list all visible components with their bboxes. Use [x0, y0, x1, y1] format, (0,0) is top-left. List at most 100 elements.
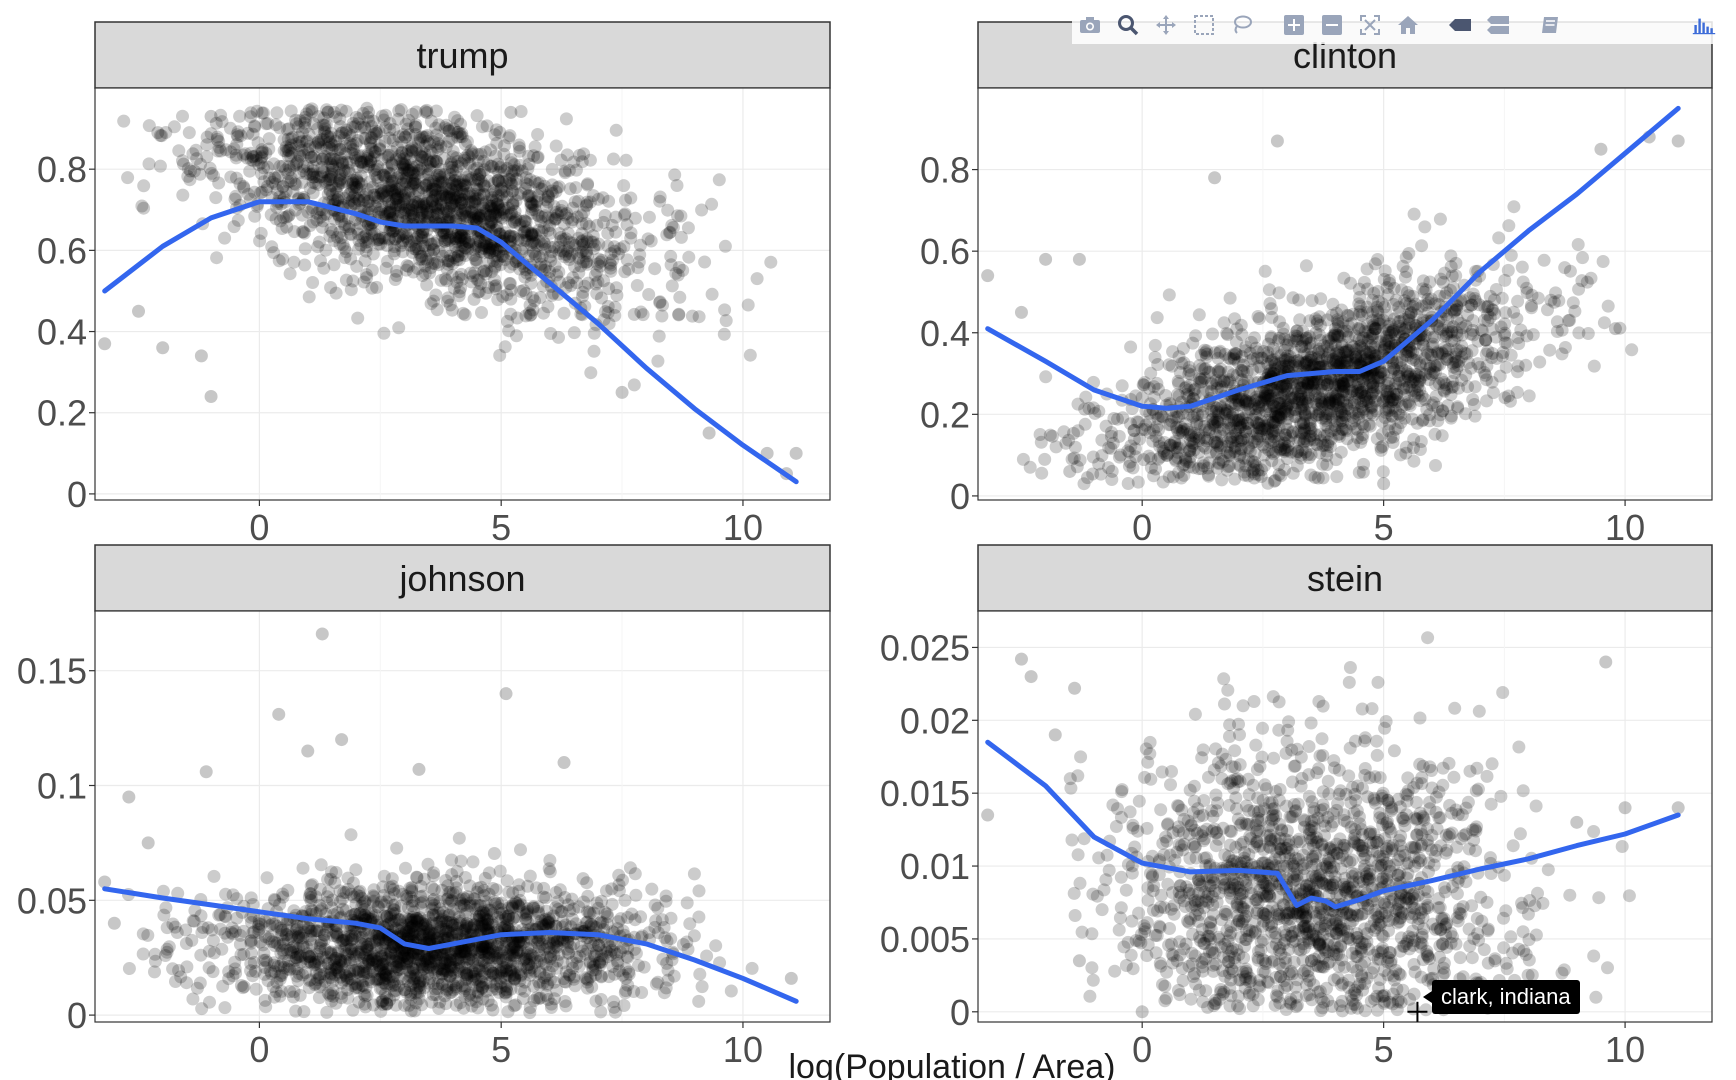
- point[interactable]: [395, 145, 409, 159]
- point[interactable]: [1312, 402, 1326, 416]
- point[interactable]: [1306, 373, 1320, 387]
- point[interactable]: [416, 239, 430, 253]
- point[interactable]: [1428, 427, 1442, 441]
- point[interactable]: [284, 104, 298, 118]
- point[interactable]: [1356, 417, 1370, 431]
- point[interactable]: [1357, 275, 1371, 289]
- point[interactable]: [383, 167, 397, 181]
- point[interactable]: [607, 152, 620, 166]
- point[interactable]: [479, 267, 493, 281]
- point[interactable]: [498, 253, 512, 267]
- point[interactable]: [333, 151, 347, 165]
- point[interactable]: [1468, 292, 1482, 305]
- point[interactable]: [1373, 371, 1387, 385]
- point[interactable]: [671, 209, 684, 223]
- point[interactable]: [1290, 387, 1304, 401]
- point[interactable]: [306, 186, 320, 200]
- point[interactable]: [404, 176, 418, 190]
- point[interactable]: [327, 105, 341, 119]
- point[interactable]: [1286, 398, 1300, 412]
- point[interactable]: [408, 195, 422, 209]
- point[interactable]: [333, 142, 347, 156]
- point[interactable]: [528, 247, 542, 261]
- point[interactable]: [267, 171, 281, 185]
- point[interactable]: [1311, 471, 1325, 485]
- point[interactable]: [292, 130, 306, 144]
- point[interactable]: [648, 262, 662, 276]
- point[interactable]: [353, 217, 367, 230]
- point[interactable]: [1078, 417, 1092, 431]
- point[interactable]: [1231, 434, 1245, 448]
- point[interactable]: [299, 135, 313, 149]
- point[interactable]: [453, 230, 467, 244]
- point[interactable]: [484, 188, 498, 202]
- point[interactable]: [1364, 406, 1378, 420]
- point[interactable]: [434, 273, 448, 287]
- point[interactable]: [1320, 339, 1334, 353]
- point[interactable]: [1363, 419, 1377, 433]
- point[interactable]: [531, 177, 545, 191]
- point[interactable]: [1401, 369, 1415, 383]
- point[interactable]: [419, 197, 433, 210]
- point[interactable]: [347, 181, 361, 194]
- point[interactable]: [619, 153, 633, 167]
- point[interactable]: [604, 247, 618, 261]
- point[interactable]: [289, 178, 303, 192]
- point[interactable]: [360, 271, 374, 285]
- point[interactable]: [333, 237, 347, 251]
- point[interactable]: [342, 196, 356, 210]
- point[interactable]: [528, 227, 542, 241]
- point[interactable]: [1127, 423, 1141, 437]
- point[interactable]: [386, 225, 400, 238]
- point[interactable]: [516, 226, 530, 240]
- point[interactable]: [1452, 355, 1466, 369]
- point[interactable]: [1399, 364, 1413, 377]
- point[interactable]: [398, 162, 411, 176]
- point[interactable]: [535, 225, 549, 239]
- point[interactable]: [395, 236, 409, 250]
- point[interactable]: [351, 149, 365, 163]
- point[interactable]: [568, 238, 582, 252]
- point[interactable]: [474, 166, 488, 179]
- point[interactable]: [269, 118, 283, 132]
- point[interactable]: [1477, 366, 1491, 379]
- point[interactable]: [487, 202, 501, 216]
- point[interactable]: [1217, 423, 1231, 436]
- point[interactable]: [1369, 349, 1383, 363]
- point[interactable]: [1423, 361, 1437, 375]
- point[interactable]: [1272, 331, 1286, 345]
- point[interactable]: [611, 247, 625, 261]
- point[interactable]: [1092, 457, 1106, 471]
- point[interactable]: [481, 158, 495, 172]
- point[interactable]: [1511, 331, 1525, 345]
- point[interactable]: [439, 140, 453, 154]
- point[interactable]: [1422, 373, 1436, 387]
- point[interactable]: [1485, 351, 1499, 365]
- point[interactable]: [246, 150, 260, 164]
- point[interactable]: [1323, 376, 1337, 390]
- point[interactable]: [451, 245, 465, 259]
- point[interactable]: [545, 187, 559, 200]
- point[interactable]: [1365, 400, 1379, 414]
- point[interactable]: [462, 190, 476, 204]
- point[interactable]: [1289, 403, 1303, 417]
- point[interactable]: [1522, 389, 1536, 403]
- point[interactable]: [457, 153, 471, 167]
- point[interactable]: [1468, 409, 1482, 423]
- point[interactable]: [482, 219, 496, 233]
- point[interactable]: [334, 172, 347, 186]
- point[interactable]: [512, 141, 526, 155]
- point[interactable]: [252, 158, 266, 172]
- point[interactable]: [450, 206, 464, 220]
- point[interactable]: [1210, 435, 1224, 449]
- point[interactable]: [1328, 379, 1342, 393]
- point[interactable]: [1111, 412, 1124, 426]
- point[interactable]: [514, 214, 528, 228]
- point[interactable]: [522, 306, 536, 320]
- point[interactable]: [353, 182, 367, 196]
- point[interactable]: [1196, 456, 1210, 470]
- point[interactable]: [563, 235, 576, 249]
- point[interactable]: [1223, 375, 1237, 389]
- point[interactable]: [1143, 414, 1157, 428]
- point[interactable]: [1296, 397, 1310, 411]
